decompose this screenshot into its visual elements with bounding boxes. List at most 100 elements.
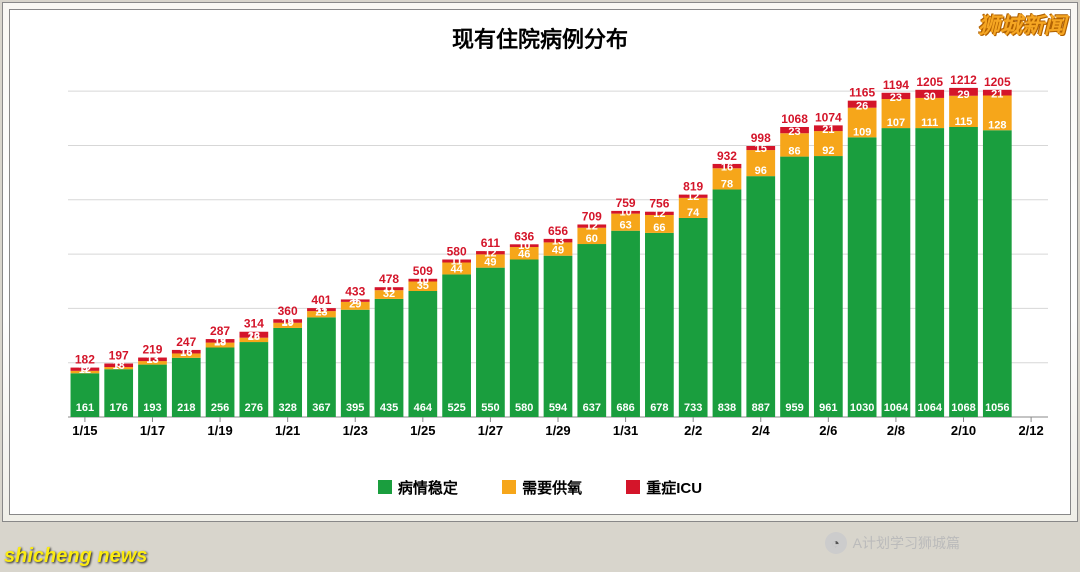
svg-text:74: 74 [687,207,700,219]
chart-legend: 病情稳定 需要供氧 重症ICU [10,477,1070,499]
svg-text:1/21: 1/21 [275,423,300,438]
svg-text:733: 733 [684,402,702,414]
svg-text:78: 78 [721,178,733,190]
svg-text:176: 176 [110,402,128,414]
svg-text:247: 247 [176,335,196,349]
svg-text:219: 219 [142,343,162,357]
svg-text:2/6: 2/6 [819,423,837,438]
svg-text:1205: 1205 [916,75,943,89]
svg-text:2/4: 2/4 [752,423,771,438]
svg-text:367: 367 [312,402,330,414]
svg-text:636: 636 [514,229,534,243]
svg-text:1/17: 1/17 [140,423,165,438]
svg-text:360: 360 [278,304,298,318]
svg-text:1/25: 1/25 [410,423,435,438]
svg-text:838: 838 [718,402,736,414]
svg-text:16: 16 [721,161,733,173]
svg-text:287: 287 [210,324,230,338]
svg-text:478: 478 [379,272,399,286]
chart-svg: 2004006008001000120016191218217681319719… [60,60,1052,439]
footer-account: ◔ A计划学习狮城篇 [825,532,960,554]
svg-text:887: 887 [752,402,770,414]
svg-text:107: 107 [887,117,905,129]
svg-text:395: 395 [346,402,364,414]
svg-text:1/29: 1/29 [545,423,570,438]
legend-item-oxygen: 需要供氧 [502,477,582,498]
svg-text:686: 686 [616,402,634,414]
svg-text:63: 63 [619,220,631,232]
legend-item-stable: 病情稳定 [378,477,458,498]
chart-title: 现有住院病例分布 [10,22,1070,54]
svg-text:111: 111 [921,117,938,129]
svg-text:611: 611 [481,236,501,250]
svg-text:1064: 1064 [917,402,942,414]
svg-text:819: 819 [683,180,703,194]
svg-text:193: 193 [143,402,161,414]
chart-plot-area: 2004006008001000120016191218217681319719… [60,60,1052,439]
svg-text:2/10: 2/10 [951,423,976,438]
svg-text:256: 256 [211,402,229,414]
svg-text:1056: 1056 [985,402,1009,414]
footer-account-label: A计划学习狮城篇 [853,533,960,553]
svg-text:998: 998 [751,131,771,145]
legend-item-icu: 重症ICU [626,477,702,498]
svg-text:314: 314 [244,317,264,331]
outer-frame: 现有住院病例分布 2004006008001000120016191218217… [2,2,1078,522]
svg-text:23: 23 [788,126,800,138]
svg-text:580: 580 [515,402,533,414]
wechat-icon: ◔ [825,532,847,554]
svg-text:1212: 1212 [950,73,977,87]
svg-text:60: 60 [586,233,598,245]
svg-text:525: 525 [447,402,465,414]
svg-text:92: 92 [822,145,834,157]
svg-text:594: 594 [549,402,568,414]
svg-text:22: 22 [248,331,260,343]
svg-text:1194: 1194 [883,78,909,92]
svg-text:1074: 1074 [815,110,842,124]
svg-text:709: 709 [582,209,602,223]
svg-text:1165: 1165 [849,86,875,100]
svg-text:1/31: 1/31 [613,423,638,438]
svg-text:759: 759 [616,196,636,210]
svg-text:161: 161 [76,402,94,414]
svg-text:1068: 1068 [951,402,975,414]
svg-text:2/8: 2/8 [887,423,905,438]
svg-text:756: 756 [649,197,669,211]
svg-text:1030: 1030 [850,402,874,414]
svg-text:128: 128 [988,119,1006,131]
svg-text:433: 433 [345,284,365,298]
svg-text:1/19: 1/19 [207,423,232,438]
svg-text:509: 509 [413,264,433,278]
svg-text:182: 182 [75,353,95,367]
svg-text:197: 197 [109,349,129,363]
svg-text:1205: 1205 [984,75,1011,89]
watermark-top-right: 狮城新闻 [978,8,1066,40]
svg-text:21: 21 [991,88,1003,100]
svg-text:2/12: 2/12 [1018,423,1043,438]
svg-text:86: 86 [788,146,800,158]
svg-text:66: 66 [653,222,665,234]
svg-text:328: 328 [278,402,296,414]
svg-text:115: 115 [955,116,973,128]
watermark-bottom-left: shicheng news [4,545,147,568]
svg-text:550: 550 [481,402,499,414]
svg-text:637: 637 [583,402,601,414]
svg-text:959: 959 [785,402,803,414]
chart-frame: 现有住院病例分布 2004006008001000120016191218217… [9,9,1071,515]
svg-text:1/23: 1/23 [343,423,368,438]
svg-text:401: 401 [311,293,331,307]
svg-text:21: 21 [822,124,834,136]
svg-text:2/2: 2/2 [684,423,702,438]
svg-text:96: 96 [755,165,767,177]
svg-text:26: 26 [856,101,868,113]
svg-text:1/15: 1/15 [72,423,97,438]
svg-text:29: 29 [957,89,969,101]
svg-text:23: 23 [890,92,902,104]
svg-text:678: 678 [650,402,668,414]
svg-text:932: 932 [717,149,737,163]
svg-text:961: 961 [819,402,837,414]
svg-text:435: 435 [380,402,398,414]
svg-text:464: 464 [414,402,433,414]
svg-text:30: 30 [924,91,936,103]
svg-text:218: 218 [177,402,195,414]
